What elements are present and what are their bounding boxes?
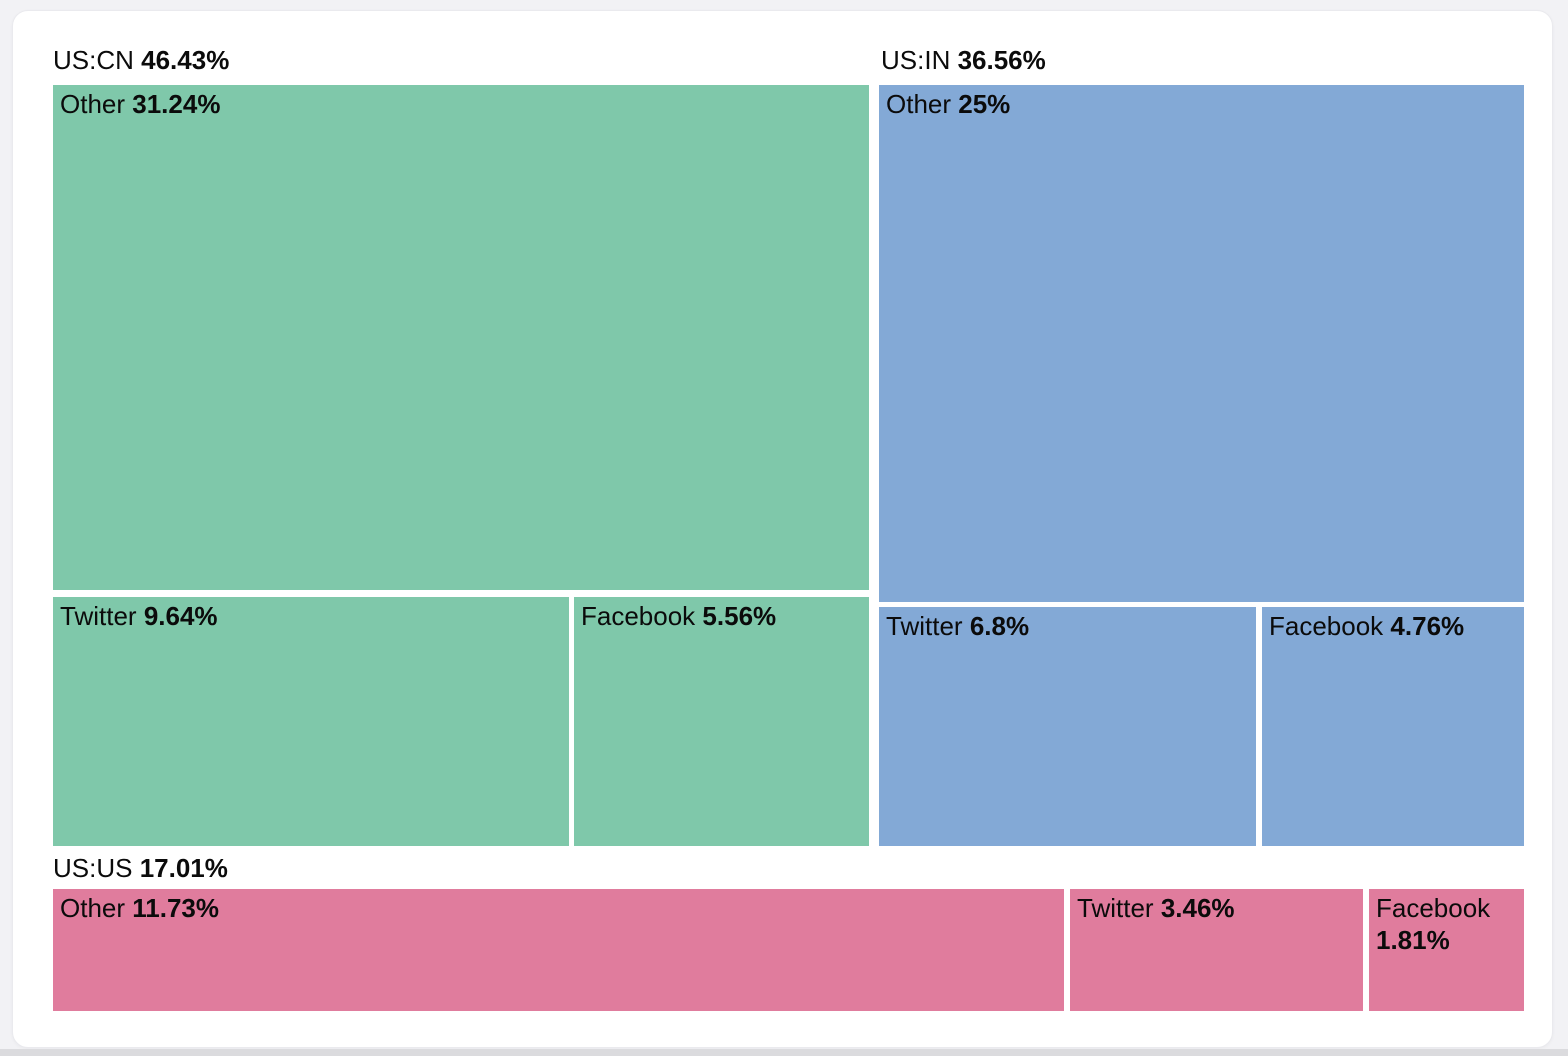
block-name: Facebook — [1376, 893, 1491, 923]
block-label: Facebook 5.56% — [574, 597, 869, 632]
block-name: Other — [886, 89, 952, 119]
treemap-block-us-in-other[interactable]: Other 25% — [879, 85, 1524, 602]
treemap-block-us-cn-twitter[interactable]: Twitter 9.64% — [53, 597, 569, 846]
group-percent: 17.01% — [139, 853, 228, 883]
block-name: Other — [60, 893, 126, 923]
group-label-us-cn: US:CN 46.43% — [53, 45, 229, 75]
block-percent: 25% — [958, 89, 1011, 119]
block-name: Twitter — [886, 611, 963, 641]
group-label-us-us: US:US 17.01% — [53, 853, 228, 883]
block-label: Twitter 3.46% — [1070, 889, 1363, 924]
treemap-block-us-cn-other[interactable]: Other 31.24% — [53, 85, 869, 590]
group-name: US:CN — [53, 45, 134, 75]
block-name: Other — [60, 89, 126, 119]
treemap-block-us-us-other[interactable]: Other 11.73% — [53, 889, 1064, 1011]
treemap-block-us-us-facebook[interactable]: Facebook 1.81% — [1369, 889, 1524, 1011]
block-label: Other 11.73% — [53, 889, 1064, 924]
group-name: US:IN — [881, 45, 951, 75]
block-name: Twitter — [60, 601, 137, 631]
block-percent: 11.73% — [132, 893, 220, 923]
block-label: Twitter 9.64% — [53, 597, 569, 632]
block-label: Other 31.24% — [53, 85, 869, 120]
treemap-block-us-in-facebook[interactable]: Facebook 4.76% — [1262, 607, 1524, 846]
block-percent: 1.81% — [1376, 925, 1450, 955]
block-name: Facebook — [1269, 611, 1384, 641]
block-percent: 5.56% — [702, 601, 777, 631]
block-label: Facebook 4.76% — [1262, 607, 1524, 642]
block-name: Facebook — [581, 601, 696, 631]
treemap-block-us-in-twitter[interactable]: Twitter 6.8% — [879, 607, 1256, 846]
block-label: Other 25% — [879, 85, 1524, 120]
block-name: Twitter — [1077, 893, 1154, 923]
bottom-edge-strip — [0, 1049, 1568, 1056]
group-percent: 46.43% — [141, 45, 230, 75]
block-percent: 4.76% — [1390, 611, 1465, 641]
block-percent: 31.24% — [132, 89, 221, 119]
block-percent: 3.46% — [1160, 893, 1235, 923]
block-percent: 6.8% — [969, 611, 1030, 641]
block-percent: 9.64% — [143, 601, 218, 631]
treemap-block-us-cn-facebook[interactable]: Facebook 5.56% — [574, 597, 869, 846]
group-percent: 36.56% — [957, 45, 1046, 75]
group-label-us-in: US:IN 36.56% — [881, 45, 1046, 75]
block-label: Facebook 1.81% — [1369, 889, 1524, 956]
group-name: US:US — [53, 853, 133, 883]
treemap-block-us-us-twitter[interactable]: Twitter 3.46% — [1070, 889, 1363, 1011]
treemap-card: US:CN 46.43% US:IN 36.56% US:US 17.01% O… — [12, 10, 1553, 1048]
block-label: Twitter 6.8% — [879, 607, 1256, 642]
